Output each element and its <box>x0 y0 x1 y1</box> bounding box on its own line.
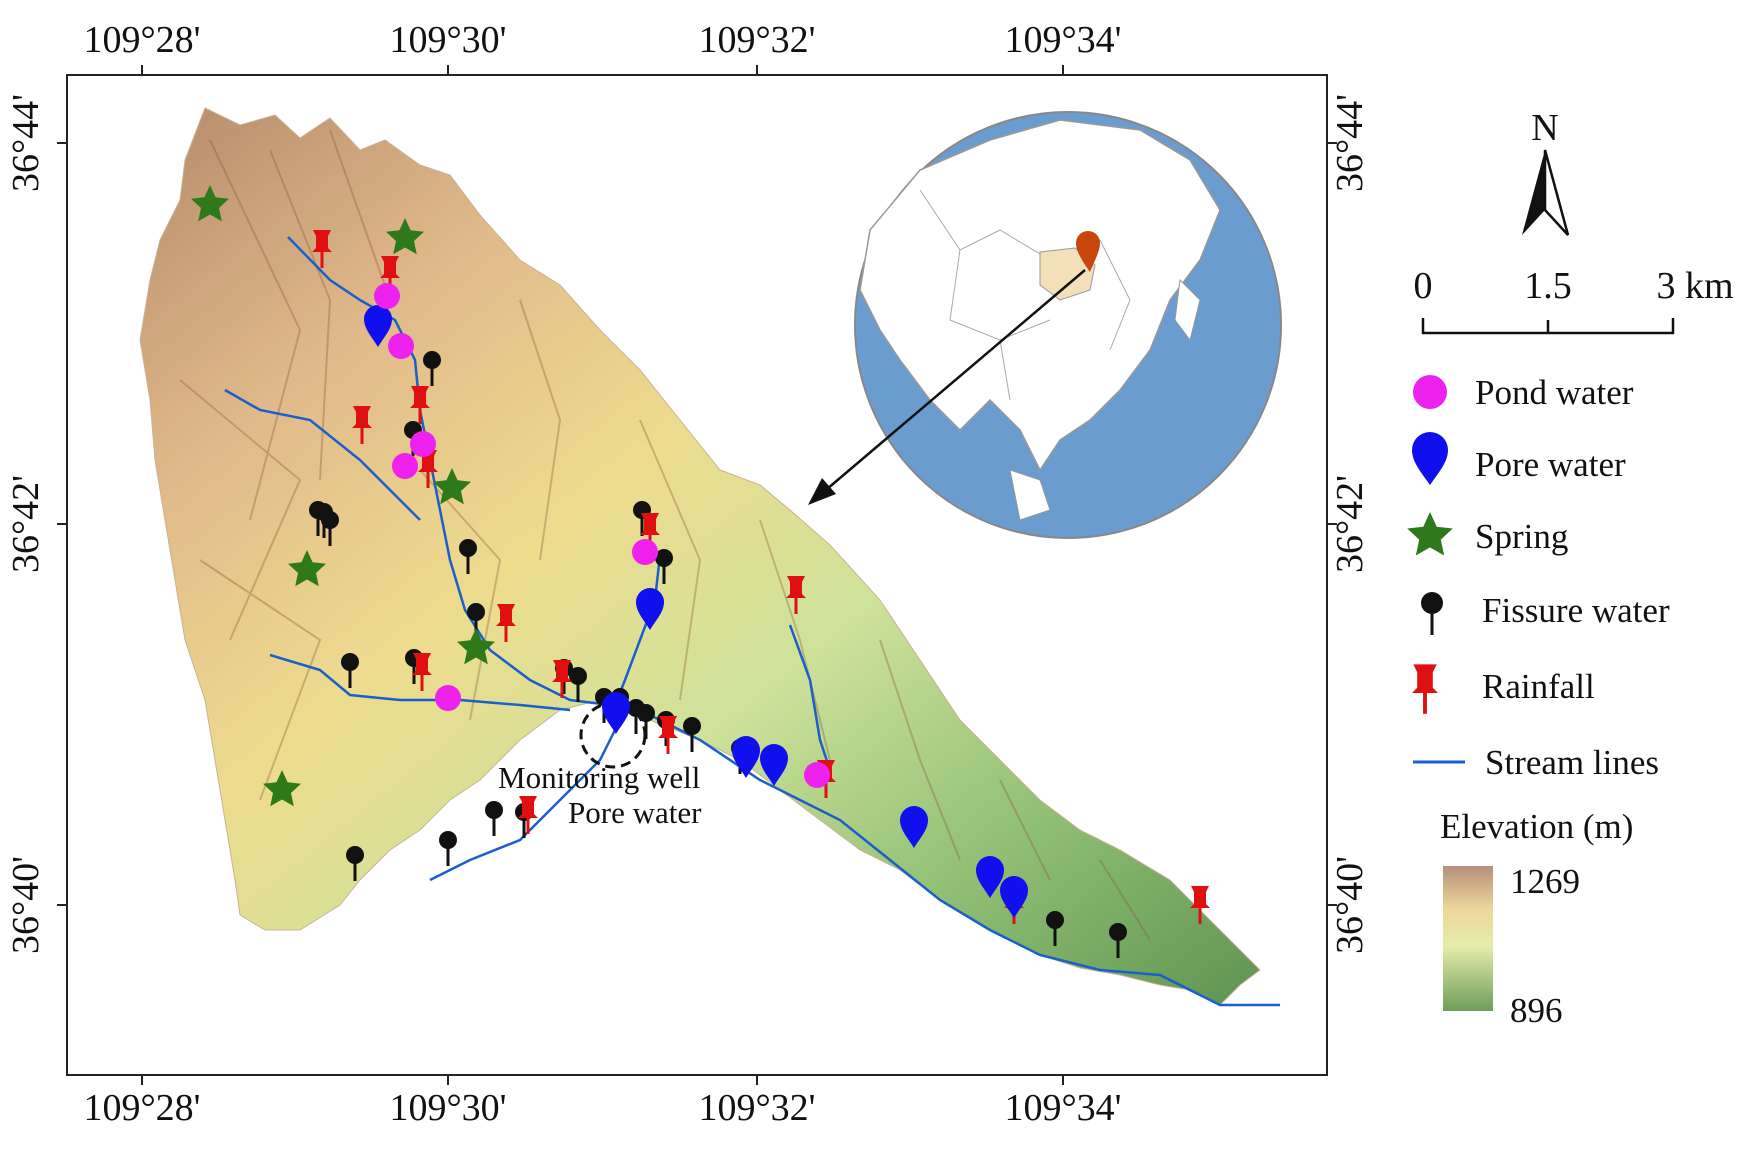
locator-arrow-head <box>808 478 836 505</box>
x-tick-bottom-4: 109°34' <box>1004 1087 1121 1129</box>
elevation-color-ramp <box>1443 866 1493 1011</box>
pore-water-legend-icon <box>1412 432 1448 485</box>
spring-legend-icon <box>1407 512 1453 556</box>
fissure-water-legend-icon <box>1421 592 1443 635</box>
monitoring-well-label: Monitoring well <box>498 760 700 795</box>
y-tick-left-3: 36°40' <box>5 856 47 954</box>
y-tick-right-2: 36°42' <box>1329 475 1371 573</box>
elevation-legend-title: Elevation (m) <box>1440 807 1633 846</box>
scale-bar <box>1421 318 1675 335</box>
elevation-min-label: 896 <box>1510 991 1563 1030</box>
globe-inset <box>854 111 1282 539</box>
scale-label-3km: 3 km <box>1656 265 1733 307</box>
x-tick-top-2: 109°30' <box>389 19 506 61</box>
x-tick-top-3: 109°32' <box>698 19 815 61</box>
legend-label-rainfall: Rainfall <box>1482 667 1595 706</box>
y-tick-right-1: 36°44' <box>1329 94 1371 192</box>
terrain-shading <box>179 129 1151 941</box>
x-tick-bottom-3: 109°32' <box>698 1087 815 1129</box>
legend: Pond water Pore water Spring Fissure wat… <box>1407 373 1670 1030</box>
north-label: N <box>1531 107 1558 149</box>
location-pin-icon <box>1076 231 1100 272</box>
legend-label-fissure-water: Fissure water <box>1482 591 1670 630</box>
x-tick-top-1: 109°28' <box>83 19 200 61</box>
y-tick-left-1: 36°44' <box>5 94 47 192</box>
locator-arrow <box>819 269 1086 496</box>
y-tick-left-2: 36°42' <box>5 475 47 573</box>
study-province-highlight <box>1039 247 1096 301</box>
legend-label-spring: Spring <box>1475 517 1568 556</box>
pond-water-legend-icon <box>1413 375 1447 409</box>
rainfall-legend-icon <box>1412 664 1438 714</box>
map-tick-marks <box>57 65 1337 1085</box>
x-tick-bottom-1: 109°28' <box>83 1087 200 1129</box>
north-arrow-icon <box>1522 149 1570 236</box>
asia-landmass <box>859 119 1221 472</box>
x-tick-bottom-2: 109°30' <box>389 1087 506 1129</box>
elevation-max-label: 1269 <box>1510 862 1580 901</box>
legend-label-pore-water: Pore water <box>1475 445 1626 484</box>
y-tick-right-3: 36°40' <box>1329 856 1371 954</box>
scale-label-0: 0 <box>1414 265 1433 307</box>
x-tick-top-4: 109°34' <box>1004 19 1121 61</box>
pore-water-label: Pore water <box>568 795 702 830</box>
legend-label-pond-water: Pond water <box>1475 373 1634 412</box>
legend-label-stream-lines: Stream lines <box>1485 743 1659 782</box>
scale-label-1-5: 1.5 <box>1524 265 1572 307</box>
